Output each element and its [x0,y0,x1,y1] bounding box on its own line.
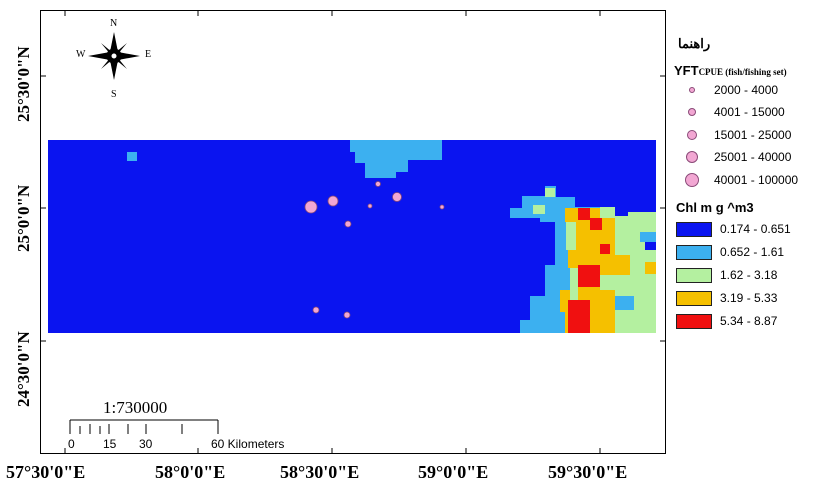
lon-label-57-30: 57°30'0"E [6,462,86,482]
cpue-point [344,220,352,228]
cpue-symbol-5 [685,173,699,187]
cpue-point [343,311,351,319]
lon-label-59-0: 59°0'0"E [418,462,489,482]
chl-class-5-cells [568,208,610,333]
scale-ratio: 1:730000 [103,398,168,417]
chl-class-4: 3.19 - 5.33 [720,291,778,305]
scale-tick-30: 30 [139,437,153,451]
lat-label-25-0: 25°0'0"N [14,184,33,252]
chl-swatch-2 [676,245,712,260]
scale-tick-15: 15 [103,437,117,451]
chl-swatch-5 [676,314,712,329]
scale-tick-60: 60 Kilometers [211,437,285,451]
chl-legend-title: Chl m g ^m3 [676,200,754,215]
chl-class-2: 0.652 - 1.61 [720,245,785,259]
chl-class-5: 5.34 - 8.87 [720,314,778,328]
cpue-legend-title: YFTCPUE (fish/fishing set) [674,62,787,80]
cpue-class-5: 40001 - 100000 [714,173,799,187]
compass-south-label: S [111,89,117,100]
legend-heading: راهنما [678,36,711,51]
lon-label-59-30: 59°30'0"E [548,462,628,482]
cpue-symbol-4 [686,151,698,163]
cpue-point [392,192,402,202]
cpue-class-3: 15001 - 25000 [714,128,792,142]
cpue-point [327,195,339,207]
chl-class-3: 1.62 - 3.18 [720,268,778,282]
scale-tick-0: 0 [68,437,75,451]
chl-swatch-4 [676,291,712,306]
cpue-class-1: 2000 - 4000 [714,83,779,97]
scale-bar [69,419,219,434]
compass-north-label: N [110,18,118,29]
cpue-symbol-2 [688,108,696,116]
lon-label-58-30: 58°30'0"E [280,462,360,482]
cpue-point [367,203,373,209]
cpue-point [312,306,320,314]
lon-label-58-0: 58°0'0"E [155,462,226,482]
cpue-points [304,181,445,319]
compass-rose-icon [88,32,140,80]
cpue-symbol-3 [687,130,697,140]
cpue-title-sub: CPUE (fish/fishing set) [698,67,787,77]
cpue-class-2: 4001 - 15000 [714,105,785,119]
compass-east-label: E [145,49,152,60]
lat-label-25-30: 25°30'0"N [14,46,33,122]
chl-class-1: 0.174 - 0.651 [720,222,791,236]
cpue-title-main: YFT [674,63,699,78]
cpue-symbol-1 [689,87,695,93]
cpue-point [375,181,381,187]
cpue-class-4: 25001 - 40000 [714,150,792,164]
chl-swatch-3 [676,268,712,283]
compass-west-label: W [76,49,86,60]
cpue-point [304,200,318,214]
chl-swatch-1 [676,222,712,237]
cpue-point [439,204,445,210]
lat-label-24-30: 24°30'0"N [14,331,33,407]
